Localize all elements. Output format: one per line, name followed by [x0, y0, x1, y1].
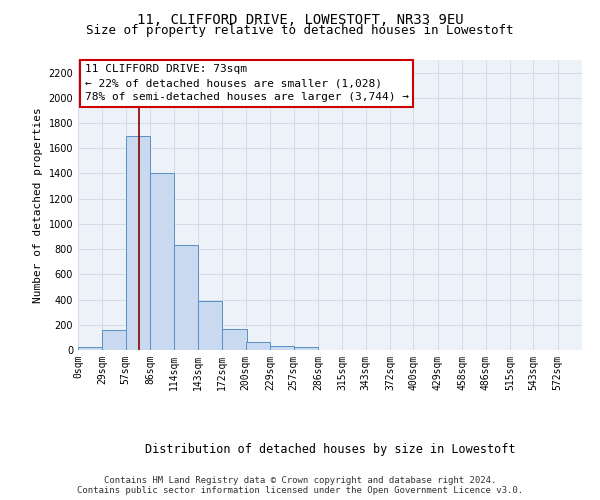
Bar	[126, 136, 150, 350]
Bar	[173, 246, 198, 350]
Bar	[103, 330, 127, 350]
Bar	[198, 301, 222, 350]
Bar	[246, 342, 270, 350]
Text: 11 CLIFFORD DRIVE: 73sqm
← 22% of detached houses are smaller (1,028)
78% of sem: 11 CLIFFORD DRIVE: 73sqm ← 22% of detach…	[85, 64, 409, 102]
Text: Contains HM Land Registry data © Crown copyright and database right 2024.
Contai: Contains HM Land Registry data © Crown c…	[77, 476, 523, 495]
Text: Distribution of detached houses by size in Lowestoft: Distribution of detached houses by size …	[145, 442, 515, 456]
Text: Size of property relative to detached houses in Lowestoft: Size of property relative to detached ho…	[86, 24, 514, 37]
Bar	[270, 346, 295, 350]
Bar	[293, 348, 318, 350]
Bar	[150, 174, 175, 350]
Bar	[222, 329, 247, 350]
Bar	[78, 348, 103, 350]
Y-axis label: Number of detached properties: Number of detached properties	[33, 107, 43, 303]
Text: 11, CLIFFORD DRIVE, LOWESTOFT, NR33 9EU: 11, CLIFFORD DRIVE, LOWESTOFT, NR33 9EU	[137, 12, 463, 26]
